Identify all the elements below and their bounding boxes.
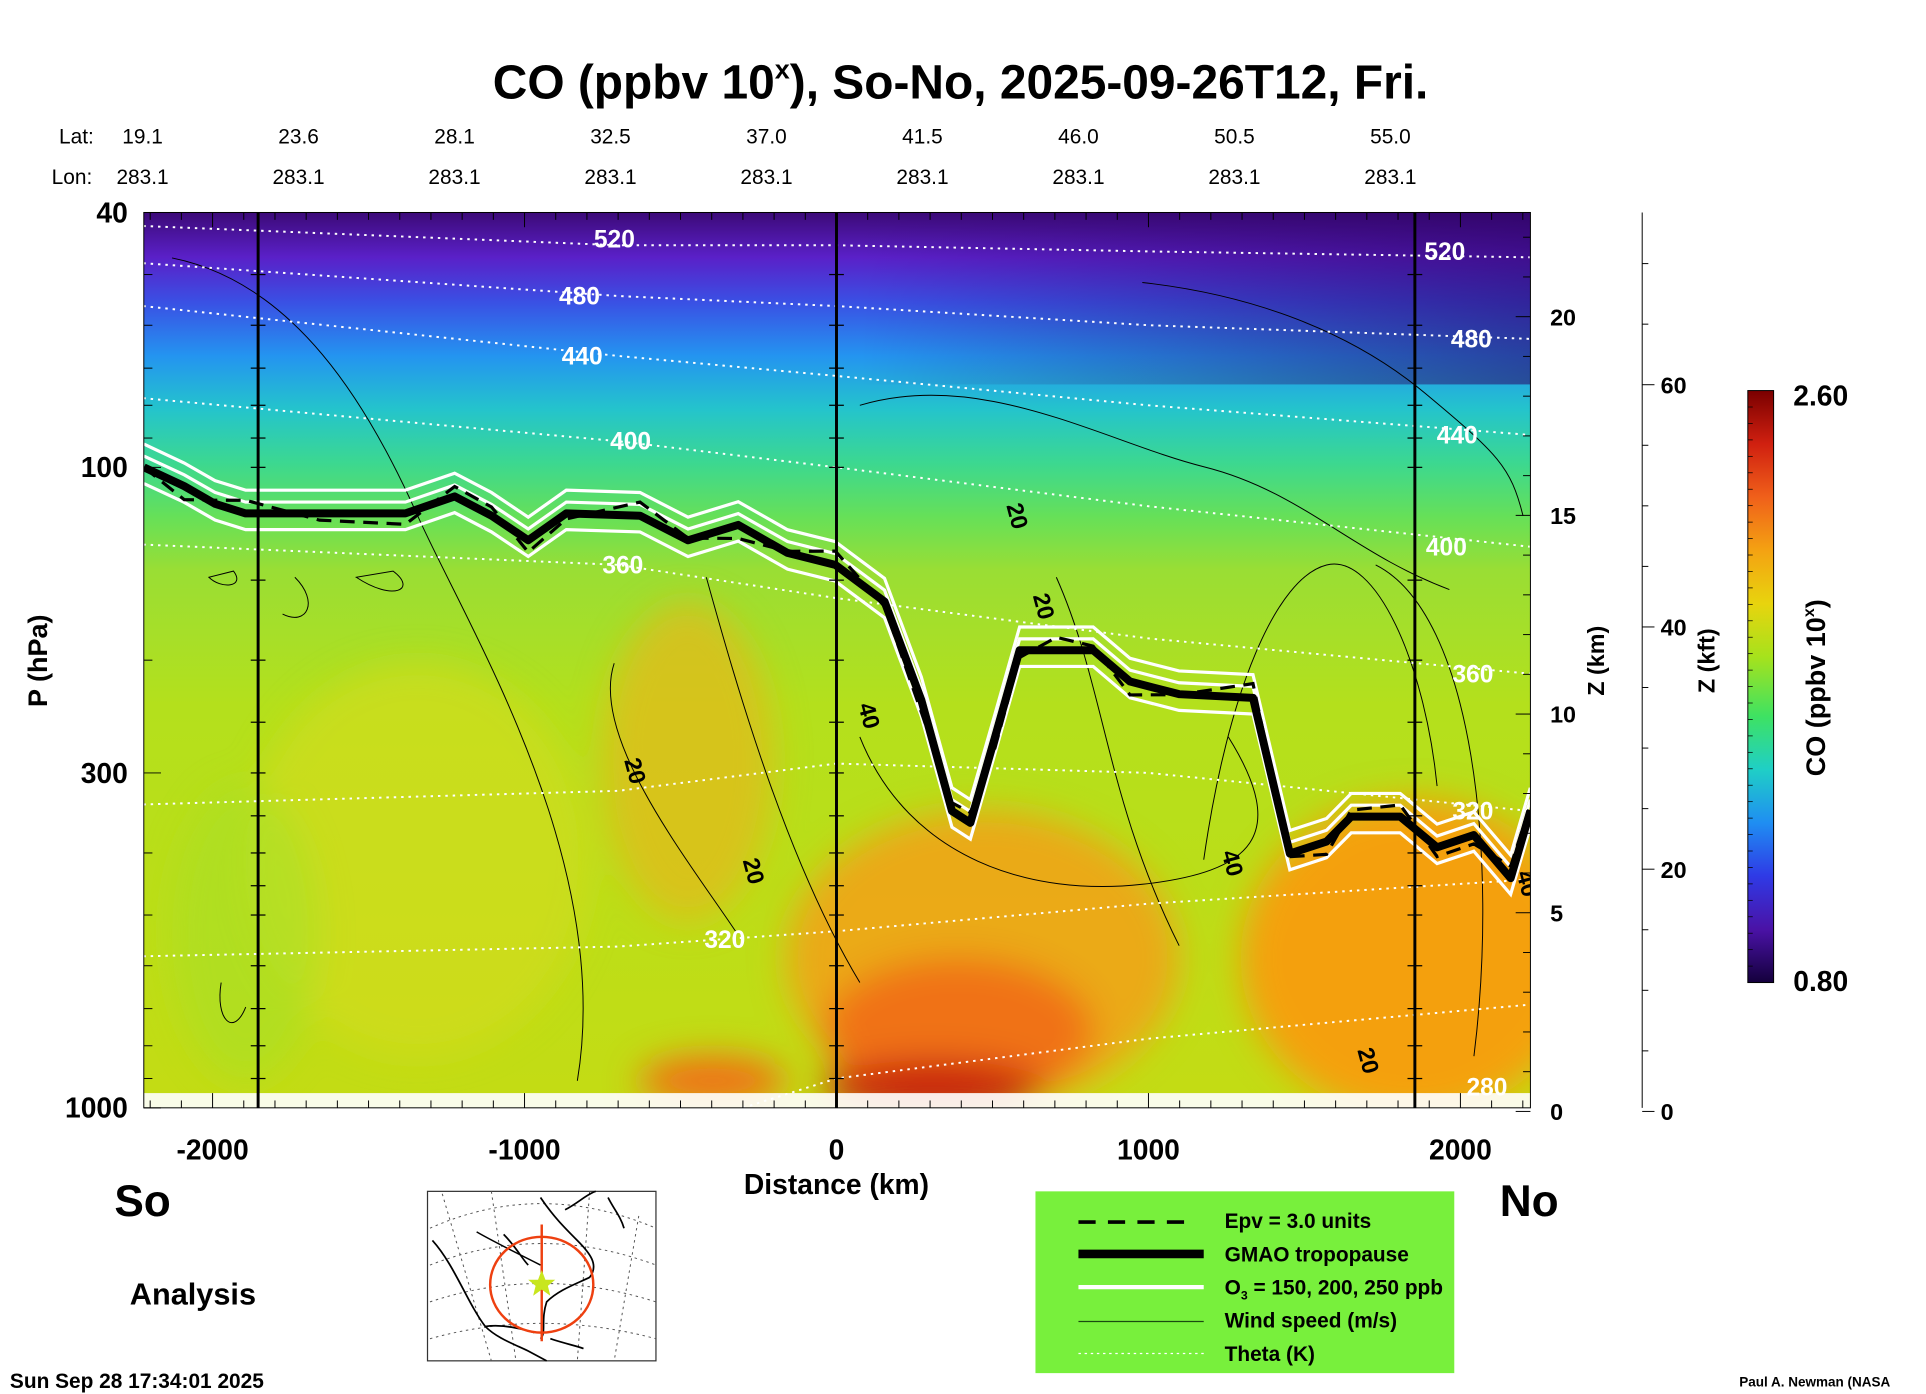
z-km-tick-label: 0 bbox=[1550, 1099, 1563, 1125]
theta-label: 440 bbox=[1437, 423, 1478, 450]
theta-label: 440 bbox=[562, 344, 603, 371]
x-tick-label: 0 bbox=[829, 1133, 845, 1165]
axes: -2000 -1000 0 1000 2000 40 100 300 1000 0 5 10 15 20 0… bbox=[65, 196, 1687, 1165]
theta-label: 480 bbox=[559, 284, 600, 311]
lon-label: Lon: bbox=[52, 166, 93, 189]
timestamp: Sun Sep 28 17:34:01 2025 bbox=[10, 1370, 264, 1393]
ozone-contour bbox=[143, 442, 1531, 859]
lon-value: 283.1 bbox=[272, 166, 324, 189]
theta-label: 360 bbox=[602, 552, 643, 579]
z-km-tick-label: 20 bbox=[1550, 304, 1576, 330]
legend-label-tropopause: GMAO tropopause bbox=[1225, 1243, 1409, 1266]
ozone-contour bbox=[143, 482, 1531, 898]
lat-value: 50.5 bbox=[1214, 126, 1255, 149]
colorbar-ticks bbox=[1747, 406, 1753, 967]
south-label: So bbox=[114, 1177, 170, 1226]
legend-label-wind: Wind speed (m/s) bbox=[1225, 1310, 1398, 1333]
lon-value: 283.1 bbox=[896, 166, 948, 189]
legend: Epv = 3.0 units GMAO tropopause O3 = 150… bbox=[1035, 1191, 1455, 1374]
z-km-tick-label: 10 bbox=[1550, 702, 1576, 728]
z-km-axis-label: Z (km) bbox=[1583, 626, 1609, 696]
theta-label: 480 bbox=[1451, 326, 1492, 353]
legend-label-ozone: O3 = 150, 200, 250 ppb bbox=[1225, 1277, 1443, 1303]
y-tick-label: 40 bbox=[96, 196, 127, 228]
lat-value: 55.0 bbox=[1370, 126, 1411, 149]
z-km-tick-label: 5 bbox=[1550, 900, 1563, 926]
x-tick-label: 1000 bbox=[1117, 1133, 1180, 1165]
lat-value: 32.5 bbox=[590, 126, 631, 149]
x-tick-label: 2000 bbox=[1429, 1133, 1492, 1165]
z-kft-tick-label: 0 bbox=[1661, 1099, 1674, 1125]
north-label: No bbox=[1500, 1177, 1559, 1226]
theta-label: 520 bbox=[1424, 239, 1465, 266]
lat-value: 19.1 bbox=[122, 126, 163, 149]
legend-label-theta: Theta (K) bbox=[1225, 1343, 1315, 1366]
lon-value: 283.1 bbox=[1052, 166, 1104, 189]
location-map-inset bbox=[426, 1190, 657, 1362]
colorbar: 2.60 0.80 CO (ppbv 10x) bbox=[1747, 379, 1848, 997]
chart-title: CO (ppbv 10x), So-No, 2025-09-26T12, Fri… bbox=[493, 55, 1429, 110]
lon-value: 283.1 bbox=[584, 166, 636, 189]
legend-box bbox=[1035, 1191, 1455, 1374]
theta-label: 520 bbox=[594, 227, 635, 254]
map-center-star-icon bbox=[528, 1269, 556, 1296]
map-graticule bbox=[429, 1191, 657, 1361]
lat-value: 37.0 bbox=[746, 126, 787, 149]
lat-lon-header: Lat: Lon: 19.1 23.6 28.1 32.5 37.0 41.5 46.0 50… bbox=[52, 126, 1417, 190]
colorbar-max-label: 2.60 bbox=[1793, 379, 1848, 411]
credit: Paul A. Newman (NASA bbox=[1739, 1375, 1890, 1390]
theta-label: 400 bbox=[1426, 534, 1467, 561]
tropopause-line bbox=[143, 463, 1531, 883]
y-axis-label: P (hPa) bbox=[23, 614, 53, 707]
z-kft-tick-label: 40 bbox=[1661, 615, 1687, 641]
theta-label: 400 bbox=[610, 429, 651, 456]
legend-label-epv: Epv = 3.0 units bbox=[1225, 1210, 1372, 1233]
x-axis-label: Distance (km) bbox=[744, 1168, 929, 1200]
analysis-label: Analysis bbox=[130, 1276, 256, 1311]
z-km-tick-label: 15 bbox=[1550, 503, 1576, 529]
lon-value: 283.1 bbox=[428, 166, 480, 189]
lat-label: Lat: bbox=[59, 126, 94, 149]
theta-line bbox=[143, 397, 1530, 548]
colorbar-min-label: 0.80 bbox=[1793, 965, 1848, 997]
co-field: 520 520480480440440400400360360320320280 … bbox=[143, 212, 1544, 1108]
y-tick-label: 300 bbox=[81, 757, 128, 789]
lat-value: 46.0 bbox=[1058, 126, 1099, 149]
lat-value: 41.5 bbox=[902, 126, 943, 149]
tropopause-lines bbox=[143, 442, 1531, 898]
lon-value: 283.1 bbox=[116, 166, 168, 189]
z-kft-tick-label: 20 bbox=[1661, 857, 1687, 883]
z-kft-tick-label: 60 bbox=[1661, 372, 1687, 398]
wind-speed-label: 40 bbox=[1512, 868, 1544, 900]
x-tick-label: -2000 bbox=[176, 1133, 248, 1165]
colorbar-label: CO (ppbv 10x) bbox=[1801, 599, 1831, 776]
vertical-markers bbox=[250, 212, 1423, 1108]
z-kft-axis-label: Z (kft) bbox=[1694, 628, 1720, 693]
theta-line bbox=[143, 305, 1530, 436]
lon-value: 283.1 bbox=[1208, 166, 1260, 189]
lon-value: 283.1 bbox=[740, 166, 792, 189]
x-tick-label: -1000 bbox=[488, 1133, 560, 1165]
theta-label: 360 bbox=[1452, 661, 1493, 688]
lat-value: 23.6 bbox=[278, 126, 319, 149]
theta-label: 320 bbox=[704, 927, 745, 954]
y-tick-label: 100 bbox=[81, 451, 128, 483]
lat-value: 28.1 bbox=[434, 126, 475, 149]
lon-value: 283.1 bbox=[1364, 166, 1416, 189]
y-tick-label: 1000 bbox=[65, 1092, 128, 1124]
